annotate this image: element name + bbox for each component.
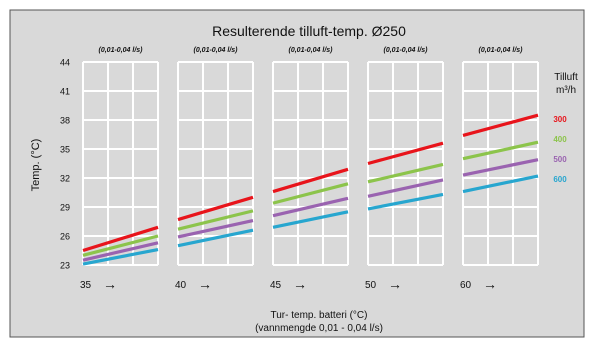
series-line-300 [82,225,159,253]
panel: (0,01-0,04 l/s) 40 → [175,47,254,292]
series-line-600 [462,174,539,194]
panel-area [368,62,443,265]
plot-panels: (0,01-0,04 l/s)35 →(0,01-0,04 l/s)40 →(0,0… [80,47,539,292]
panel: (0,01-0,04 l/s) 60 → [460,47,539,292]
y-tick-label: 26 [60,232,70,242]
series-line-400 [272,182,349,205]
series-line-300 [177,195,254,222]
y-tick-label: 23 [60,261,70,271]
legend-item-600: 600 [553,175,567,184]
y-axis-ticks: 23 26 29 32 35 38 41 44 [60,58,70,271]
panel-area [273,62,348,265]
series-line-400 [367,162,444,184]
legend-title-line2: m³/h [556,85,576,96]
panel-flow-label: (0,01-0,04 l/s) [289,47,334,54]
panel-flow-label: (0,01-0,04 l/s) [194,47,239,54]
panel-flow-label: (0,01-0,04 l/s) [384,47,429,54]
legend-item-500: 500 [553,155,567,164]
arrow-icon: → [198,276,212,292]
series-line-300 [462,113,539,138]
y-tick-label: 41 [60,87,70,97]
y-tick-label: 35 [60,145,70,155]
series-line-600 [367,192,444,211]
panel-area [83,62,158,265]
y-tick-label: 38 [60,116,70,126]
arrow-icon: → [388,276,402,292]
panel-flow-label: (0,01-0,04 l/s) [479,47,524,54]
series-line-300 [367,141,444,166]
panel: (0,01-0,04 l/s) 35 → [80,47,159,292]
series-line-600 [82,247,159,266]
y-tick-label: 44 [60,58,70,68]
y-axis-title: Temp. (°C) [30,139,42,192]
legend-title-line1: Tilluft [554,72,578,83]
y-tick-label: 32 [60,174,70,184]
series-line-300 [272,167,349,194]
arrow-icon: → [483,276,497,292]
panel-x-label: 50 [365,280,377,291]
series-line-400 [82,234,159,257]
arrow-icon: → [293,276,307,292]
x-axis-subtitle: (vannmengde 0,01 - 0,04 l/s) [255,323,383,334]
panel-flow-label: (0,01-0,04 l/s) [99,47,144,54]
series-line-500 [462,158,539,177]
series-line-600 [272,210,349,229]
legend: Tilluft m³/h 300 400 500 600 [553,72,578,184]
series-line-500 [272,196,349,218]
chart-title: Resulterende tilluft-temp. Ø250 [212,23,406,39]
series-line-400 [462,140,539,161]
panel-x-label: 35 [80,280,92,291]
series-line-500 [82,241,159,262]
series-line-500 [177,218,254,239]
panel-x-label: 45 [270,280,282,291]
legend-item-300: 300 [553,115,567,124]
legend-item-400: 400 [553,135,567,144]
arrow-icon: → [103,276,117,292]
panel-x-label: 40 [175,280,187,291]
panel: (0,01-0,04 l/s) 45 → [270,47,349,292]
series-line-500 [367,178,444,198]
x-axis-title: Tur- temp. batteri (°C) [271,310,368,321]
y-tick-label: 29 [60,203,70,213]
panel: (0,01-0,04 l/s) 50 → [365,47,444,292]
series-line-600 [177,228,254,248]
series-line-400 [177,209,254,231]
panel-x-label: 60 [460,280,472,291]
